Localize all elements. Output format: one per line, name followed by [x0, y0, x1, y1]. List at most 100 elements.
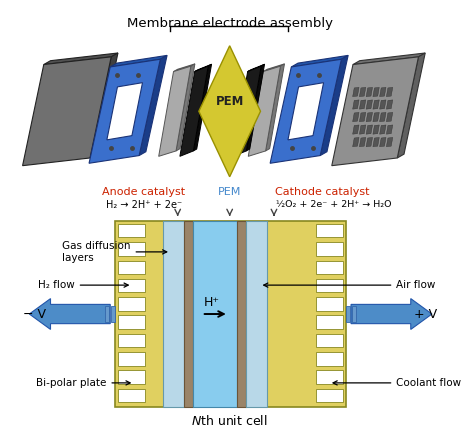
- Polygon shape: [353, 87, 359, 97]
- Bar: [246, 221, 267, 407]
- Text: − V: − V: [23, 308, 46, 320]
- Bar: [118, 388, 145, 402]
- Bar: [346, 306, 350, 322]
- FancyArrow shape: [351, 298, 432, 329]
- Bar: [316, 242, 343, 256]
- Polygon shape: [353, 125, 359, 134]
- Bar: [118, 279, 145, 292]
- Polygon shape: [176, 64, 195, 151]
- Polygon shape: [353, 100, 359, 109]
- Polygon shape: [366, 125, 373, 134]
- Bar: [352, 306, 356, 322]
- Polygon shape: [288, 83, 324, 140]
- Polygon shape: [332, 57, 419, 166]
- Bar: [316, 260, 343, 274]
- Bar: [237, 221, 246, 407]
- Bar: [316, 371, 343, 384]
- Polygon shape: [195, 64, 211, 72]
- Bar: [118, 334, 145, 347]
- Bar: [316, 279, 343, 292]
- Polygon shape: [359, 112, 366, 121]
- Text: PEM: PEM: [218, 187, 241, 197]
- Bar: [118, 352, 145, 365]
- Polygon shape: [386, 87, 393, 97]
- Polygon shape: [233, 66, 261, 156]
- Polygon shape: [373, 138, 379, 147]
- Polygon shape: [366, 138, 373, 147]
- Polygon shape: [380, 125, 386, 134]
- Text: + V: + V: [414, 308, 437, 320]
- Text: Cathode catalyst: Cathode catalyst: [275, 187, 369, 197]
- Bar: [163, 221, 184, 407]
- Text: Anode catalyst: Anode catalyst: [102, 187, 185, 197]
- Polygon shape: [44, 53, 118, 65]
- Bar: [193, 221, 237, 407]
- Polygon shape: [320, 55, 348, 156]
- Polygon shape: [246, 64, 264, 151]
- Polygon shape: [380, 138, 386, 147]
- Polygon shape: [359, 87, 366, 97]
- Text: PEM: PEM: [216, 95, 244, 108]
- Polygon shape: [359, 125, 366, 134]
- Bar: [111, 306, 115, 322]
- Polygon shape: [193, 64, 211, 151]
- Polygon shape: [270, 59, 341, 163]
- Polygon shape: [139, 55, 167, 156]
- Text: H⁺: H⁺: [203, 296, 219, 309]
- Bar: [316, 352, 343, 365]
- Polygon shape: [366, 100, 373, 109]
- Bar: [316, 388, 343, 402]
- Polygon shape: [353, 112, 359, 121]
- Text: Air flow: Air flow: [264, 280, 436, 290]
- Text: Gas diffusion
layers: Gas diffusion layers: [62, 241, 167, 263]
- Bar: [118, 260, 145, 274]
- Bar: [316, 224, 343, 237]
- Polygon shape: [263, 64, 284, 72]
- Bar: [118, 224, 145, 237]
- FancyArrow shape: [29, 298, 110, 329]
- Text: Coolant flow: Coolant flow: [333, 378, 461, 388]
- Polygon shape: [265, 64, 284, 151]
- Bar: [105, 306, 109, 322]
- Polygon shape: [353, 53, 425, 65]
- Polygon shape: [359, 100, 366, 109]
- Text: $N$th unit cell: $N$th unit cell: [191, 414, 268, 428]
- Polygon shape: [89, 59, 160, 163]
- Bar: [316, 297, 343, 311]
- Polygon shape: [359, 138, 366, 147]
- Polygon shape: [386, 125, 393, 134]
- Bar: [115, 221, 346, 407]
- Bar: [316, 334, 343, 347]
- Text: Bi-polar plate: Bi-polar plate: [36, 378, 130, 388]
- Bar: [184, 221, 193, 407]
- Bar: [316, 316, 343, 329]
- Polygon shape: [199, 46, 261, 177]
- Polygon shape: [380, 100, 386, 109]
- Polygon shape: [386, 112, 393, 121]
- Polygon shape: [373, 125, 379, 134]
- Bar: [118, 242, 145, 256]
- Polygon shape: [107, 83, 143, 140]
- Bar: [118, 297, 145, 311]
- Polygon shape: [380, 87, 386, 97]
- Polygon shape: [373, 112, 379, 121]
- Polygon shape: [373, 87, 379, 97]
- Polygon shape: [159, 66, 191, 156]
- Polygon shape: [353, 138, 359, 147]
- Polygon shape: [386, 100, 393, 109]
- Polygon shape: [110, 55, 167, 67]
- Polygon shape: [292, 55, 348, 67]
- Text: Membrane electrode assembly: Membrane electrode assembly: [127, 17, 333, 30]
- Polygon shape: [366, 112, 373, 121]
- Polygon shape: [173, 64, 195, 72]
- Polygon shape: [248, 64, 264, 72]
- Text: ½O₂ + 2e⁻ + 2H⁺ → H₂O: ½O₂ + 2e⁻ + 2H⁺ → H₂O: [276, 200, 392, 209]
- Polygon shape: [366, 87, 373, 97]
- Polygon shape: [23, 57, 111, 166]
- Text: H₂ → 2H⁺ + 2e⁻: H₂ → 2H⁺ + 2e⁻: [106, 200, 182, 210]
- Polygon shape: [386, 138, 393, 147]
- Bar: [118, 371, 145, 384]
- Polygon shape: [397, 53, 425, 158]
- Bar: [118, 316, 145, 329]
- Polygon shape: [380, 112, 386, 121]
